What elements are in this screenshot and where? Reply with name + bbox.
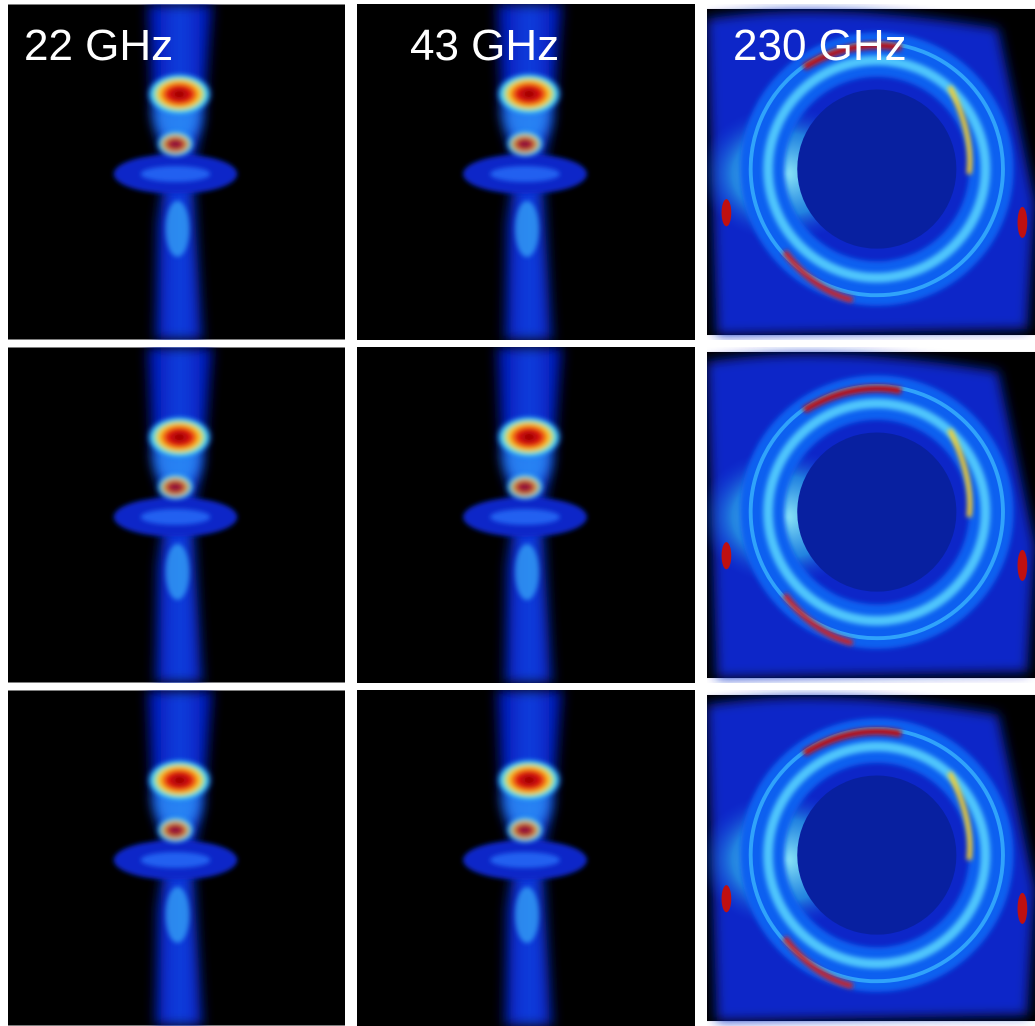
column-label: 22 GHz — [24, 21, 173, 70]
column-label: 43 GHz — [410, 21, 559, 70]
image-22ghz-bottom — [8, 690, 345, 1025]
image-230ghz-middle — [697, 352, 1035, 678]
column-label: 230 GHz — [733, 21, 907, 70]
image-43ghz-bottom — [357, 690, 695, 1026]
figure: 22 GHz 43 GHz 230 GHz — [0, 0, 1035, 1026]
page: 22 GHz 43 GHz 230 GHz (() => { const dat… — [0, 0, 1035, 1026]
image-43ghz-middle — [357, 347, 695, 683]
image-22ghz-middle — [8, 347, 345, 682]
panel-grid — [8, 4, 1035, 1026]
image-230ghz-bottom — [697, 695, 1035, 1021]
